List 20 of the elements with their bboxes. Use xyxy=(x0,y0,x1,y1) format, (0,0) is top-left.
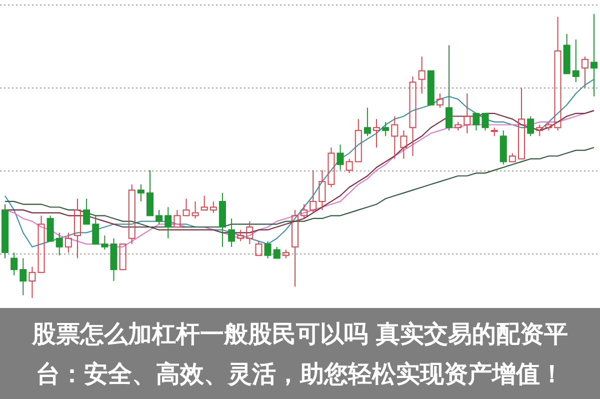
candlestick xyxy=(391,116,398,160)
candlestick xyxy=(192,200,199,219)
candlestick xyxy=(454,121,462,131)
candlestick xyxy=(318,170,326,210)
candlestick xyxy=(581,56,588,88)
candlestick xyxy=(418,56,426,94)
candlestick xyxy=(310,170,317,214)
candlestick xyxy=(20,258,27,296)
text: 股票怎么加杠杆一般股民可以吗 真实交易的配资平台：安全、高效、灵活，助您轻松实现资产增值！ xyxy=(0,308,600,399)
candlestick xyxy=(74,198,81,259)
candlestick xyxy=(56,232,63,256)
candlestick xyxy=(554,16,562,131)
candlestick xyxy=(590,14,598,97)
candlestick xyxy=(446,44,453,131)
candlestick xyxy=(164,206,172,239)
candlestick xyxy=(373,118,380,148)
candlestick xyxy=(464,93,471,134)
candlestick xyxy=(545,121,552,131)
candlestick xyxy=(228,218,236,248)
candlestick xyxy=(218,192,226,248)
